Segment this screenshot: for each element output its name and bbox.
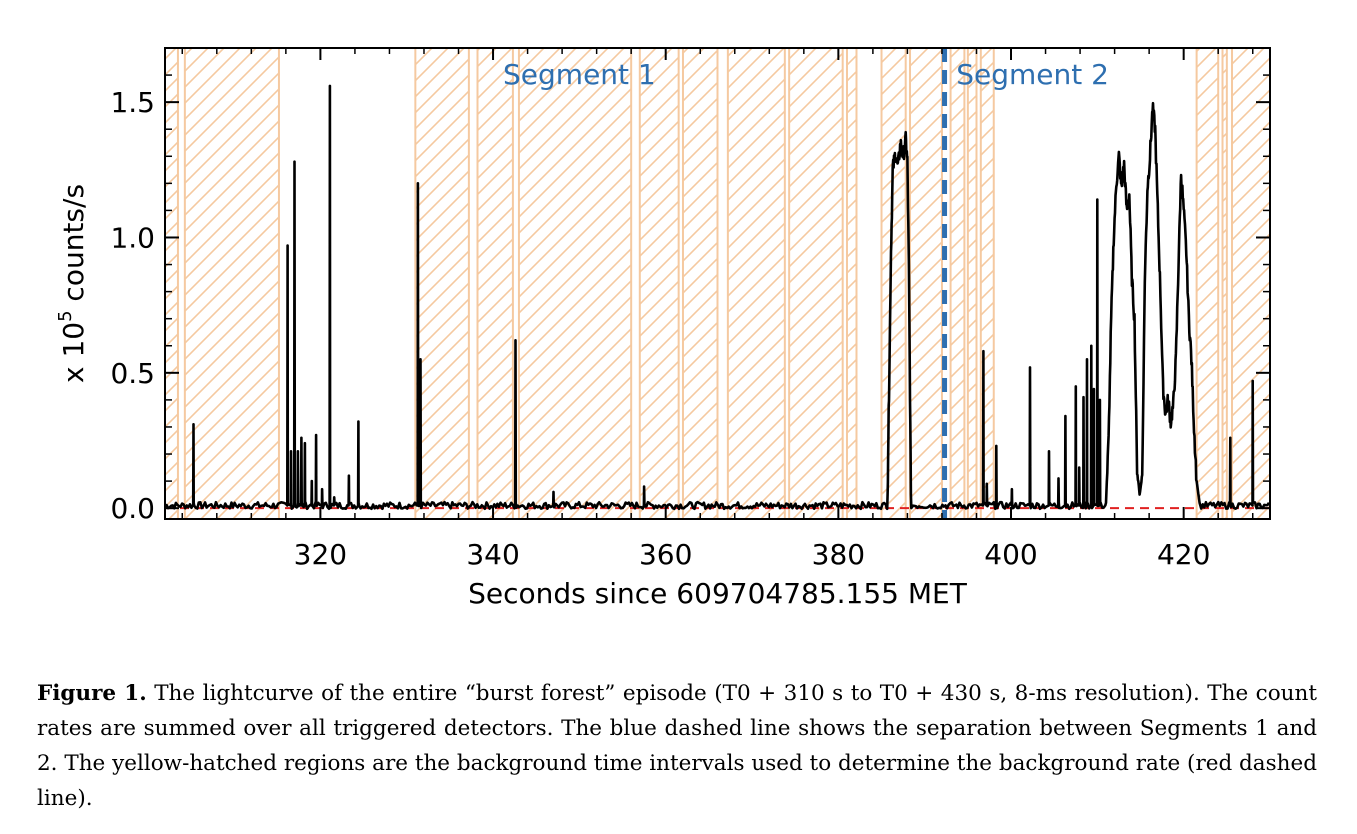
- background-interval: [638, 48, 680, 519]
- y-tick-label: 0.5: [110, 357, 155, 390]
- background-interval: [726, 48, 786, 519]
- y-tick-label: 0.0: [110, 492, 155, 525]
- y-tick-label: 1.5: [110, 86, 155, 119]
- lightcurve-series: [165, 84, 1270, 511]
- background-interval: [1231, 48, 1270, 519]
- background-interval: [517, 48, 633, 519]
- segment-label: Segment 2: [956, 58, 1109, 91]
- x-tick-label: 420: [1157, 538, 1210, 571]
- lightcurve-chart: 320 340 360 380 400 420 0.0 0.5 1.0 1.5 Seconds si…: [55, 47, 1271, 610]
- background-interval: [414, 48, 470, 519]
- background-interval: [476, 48, 514, 519]
- x-tick-label: 380: [812, 538, 865, 571]
- background-interval: [681, 48, 719, 519]
- background-interval: [909, 48, 943, 519]
- plot-area: [165, 48, 1270, 519]
- background-interval: [1221, 48, 1228, 519]
- background-interval: [880, 48, 907, 519]
- x-tick-label: 340: [466, 538, 519, 571]
- caption-label: Figure 1.: [37, 681, 147, 706]
- chart-figure: 320 340 360 380 400 420 0.0 0.5 1.0 1.5 Seconds si…: [55, 47, 1271, 610]
- caption-text: The lightcurve of the entire “burst fore…: [37, 681, 1317, 811]
- plot-frame: [164, 47, 1271, 520]
- y-axis-label: x 105 counts/s: [55, 184, 90, 383]
- x-tick-label: 360: [639, 538, 692, 571]
- y-tick-label: 1.0: [110, 221, 155, 254]
- background-interval: [1195, 48, 1220, 519]
- background-interval: [183, 48, 280, 519]
- background-interval: [788, 48, 844, 519]
- background-interval: [966, 48, 978, 519]
- figure-caption: Figure 1. The lightcurve of the entire “…: [37, 676, 1317, 816]
- background-interval: [845, 48, 858, 519]
- x-axis-label: Seconds since 609704785.155 MET: [468, 577, 968, 610]
- background-interval: [165, 48, 179, 519]
- background-interval: [949, 48, 966, 519]
- x-tick-label: 320: [294, 538, 347, 571]
- segment-label: Segment 1: [503, 58, 656, 91]
- x-tick-label: 400: [984, 538, 1037, 571]
